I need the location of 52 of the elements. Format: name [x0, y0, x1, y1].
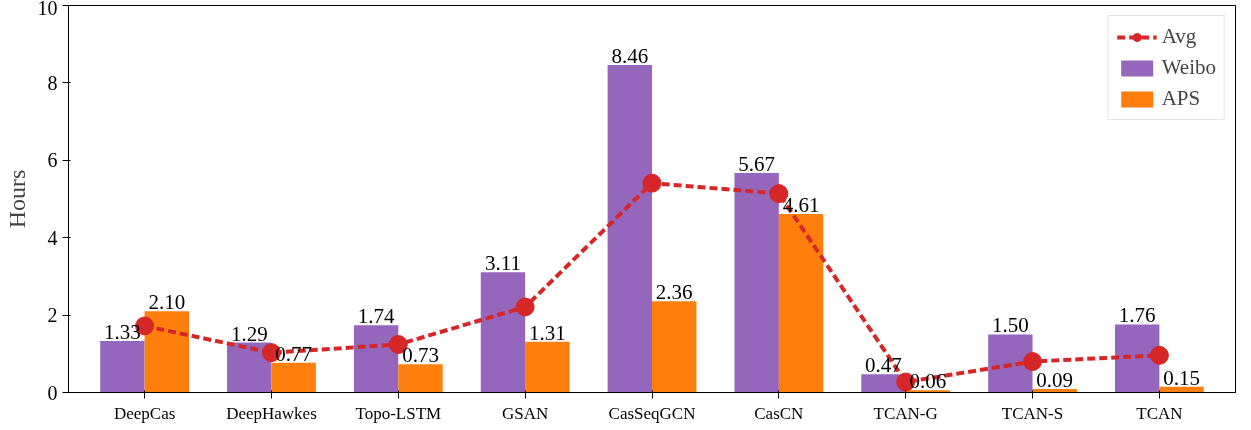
- bar: [398, 364, 443, 393]
- data-label: 1.33: [104, 320, 141, 345]
- data-label: 4.61: [782, 193, 820, 218]
- point: [515, 297, 535, 317]
- bar: [353, 325, 399, 393]
- legend-label: Weibo: [1161, 55, 1216, 80]
- data-label: 1.50: [991, 313, 1029, 338]
- data-label: 8.46: [611, 44, 649, 69]
- y-tick-label: 2: [47, 304, 58, 327]
- x-tick-label: GSAN: [502, 403, 549, 423]
- data-label: 5.67: [738, 152, 776, 177]
- y-tick-label: 6: [47, 149, 58, 172]
- bar: [100, 341, 145, 393]
- x-tick-label: TCAN: [1136, 403, 1183, 423]
- data-label: 0.73: [402, 343, 439, 368]
- bar: [144, 311, 190, 393]
- bar: [778, 214, 824, 393]
- legend-label: APS: [1161, 86, 1201, 111]
- y-tick-label: 0: [47, 381, 58, 404]
- bar: [480, 272, 526, 393]
- bar: [652, 301, 697, 393]
- point: [1149, 345, 1169, 365]
- bar: [525, 341, 570, 393]
- bar: [271, 362, 316, 393]
- data-label: 2.36: [655, 280, 693, 305]
- data-label: 3.11: [484, 251, 521, 276]
- legend-label: Avg: [1161, 24, 1197, 49]
- bar: [607, 65, 652, 393]
- point: [642, 173, 662, 193]
- x-tick-label: DeepHawkes: [226, 403, 317, 423]
- data-label: 1.31: [528, 320, 566, 345]
- data-label: 2.10: [148, 290, 186, 315]
- data-label: 1.29: [230, 321, 268, 346]
- x-tick-label: DeepCas: [113, 403, 176, 423]
- point: [1023, 352, 1043, 372]
- x-tick-label: TCAN-G: [873, 403, 938, 423]
- x-tick-label: CasCN: [754, 403, 804, 423]
- data-label: 0.09: [1036, 368, 1074, 393]
- bar: [1114, 324, 1160, 393]
- bar: [734, 173, 779, 393]
- x-tick-label: TCAN-S: [1001, 403, 1064, 423]
- data-label: 0.15: [1163, 365, 1200, 390]
- data-label: 0.47: [865, 353, 902, 378]
- data-label: 1.76: [1118, 303, 1156, 328]
- data-label: 1.74: [357, 304, 395, 329]
- x-tick-label: Topo-LSTM: [355, 403, 442, 423]
- x-tick-label: CasSeqGCN: [608, 403, 696, 423]
- y-tick-label: 8: [47, 71, 58, 94]
- y-tick-label: 10: [37, 0, 58, 19]
- y-axis-title: Hours: [3, 169, 30, 229]
- y-tick-label: 4: [47, 226, 58, 249]
- bar: [988, 334, 1033, 393]
